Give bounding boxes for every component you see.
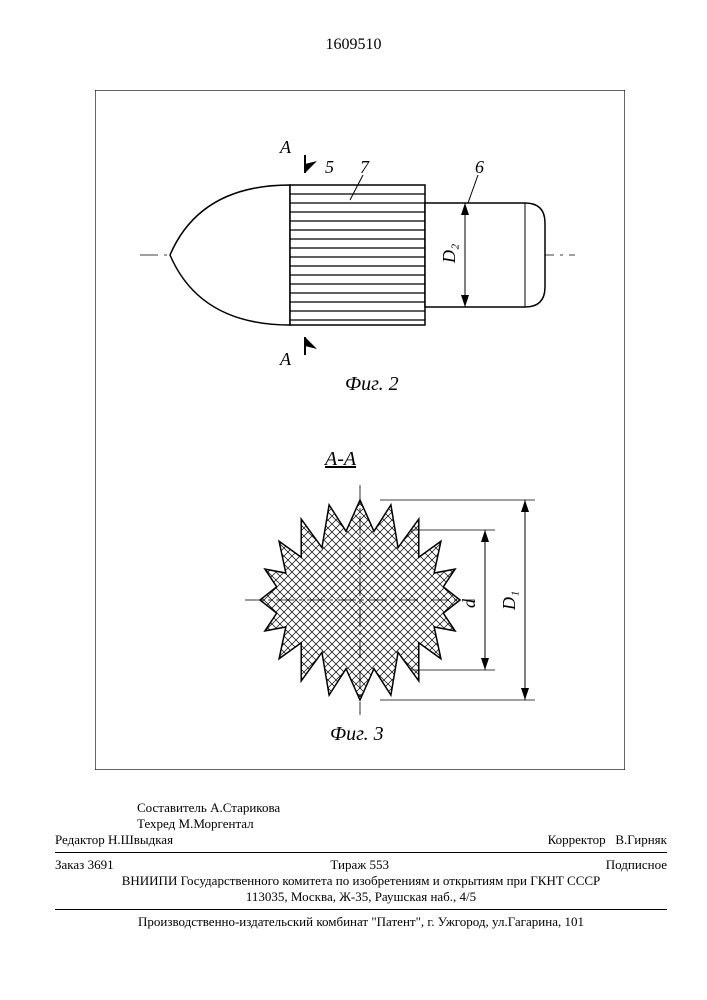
order-num: 3691 xyxy=(88,857,114,872)
dim-d2: D₂ xyxy=(439,244,459,264)
org-line: ВНИИПИ Государственного комитета по изоб… xyxy=(55,873,667,889)
ref-7: 7 xyxy=(360,157,370,177)
address-line: 113035, Москва, Ж-35, Раушская наб., 4/5 xyxy=(55,889,667,905)
fig2-caption: Фиг. 2 xyxy=(345,373,399,395)
ref-6: 6 xyxy=(475,157,484,177)
section-a-top-label: А xyxy=(279,137,292,157)
fig3-caption: Фиг. 3 xyxy=(330,723,384,745)
dim-d: d xyxy=(459,598,479,608)
techred-label: Техред xyxy=(137,816,175,831)
printer-line: Производственно-издательский комбинат "П… xyxy=(55,914,667,930)
techred: М.Моргентал xyxy=(179,816,254,831)
figures-frame: А А 5 7 6 D₂ Фиг. 2 xyxy=(95,90,625,770)
dim-d1: D₁ xyxy=(499,591,519,611)
compiler: Составитель А.Старикова xyxy=(137,800,437,816)
subscription: Подписное xyxy=(606,857,667,873)
section-a-bot-label: А xyxy=(279,349,292,369)
editor: Н.Швыдкая xyxy=(108,832,173,847)
corrector-label: Корректор xyxy=(548,832,606,847)
patent-number: 1609510 xyxy=(0,36,707,54)
ref-5: 5 xyxy=(325,157,334,177)
corrector: В.Гирняк xyxy=(615,832,667,847)
tirage-label: Тираж xyxy=(330,857,366,872)
order-label: Заказ xyxy=(55,857,84,872)
footer-block: Составитель А.Старикова Техред М.Моргент… xyxy=(55,800,667,930)
editor-label: Редактор xyxy=(55,832,105,847)
section-aa-label: А-А xyxy=(323,448,357,470)
tirage-num: 553 xyxy=(369,857,389,872)
